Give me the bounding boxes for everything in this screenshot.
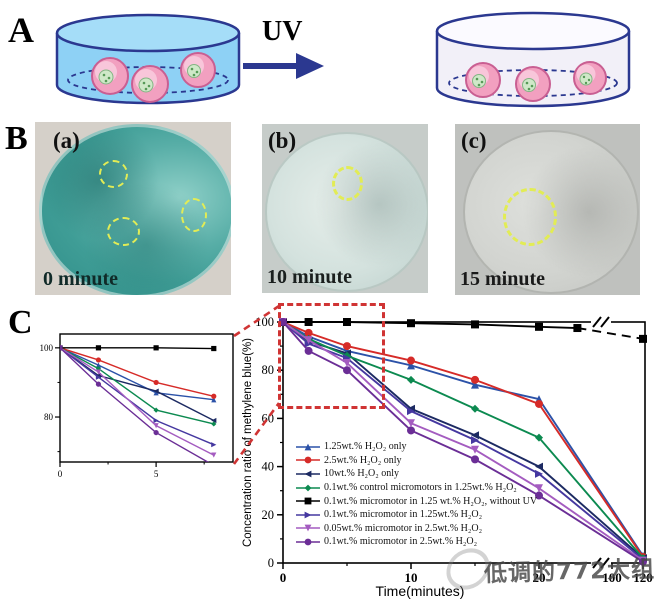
svg-text:20: 20 [533,570,546,585]
micromotor-sphere [465,62,501,98]
panel-a-schematic: A U [8,10,631,108]
highlight-circle [99,160,128,188]
svg-text:100: 100 [602,570,622,585]
svg-text:40: 40 [262,460,275,474]
legend-label: 2.5wt.% H₂O₂ only [324,454,402,466]
svg-text:5: 5 [154,469,159,479]
micromotor-sphere [180,52,216,88]
legend-item: 0.1wt.% micromotor in 1.25 wt.% H₂O₂, wi… [295,494,537,508]
highlight-circle [503,188,557,246]
photo-tag: (a) [53,128,80,153]
inset-chart: 80 100 0 5 [40,333,234,479]
uv-arrow-icon [243,53,324,79]
legend-item: 0.1wt.% control micromotors in 1.25wt.% … [295,481,537,495]
highlight-circle [332,166,363,201]
panel-c-label: C [8,304,33,341]
legend-label: 0.05wt.% micromotor in 2.5wt.% H₂O₂ [324,522,483,534]
dish-before-uv [55,13,241,105]
dish-after-uv [435,11,631,108]
svg-text:0: 0 [268,556,274,570]
legend-item: 1.25wt.% H₂O₂ only [295,440,537,454]
svg-text:120: 120 [633,570,653,585]
highlight-circle [181,198,207,232]
dish-photo [265,132,428,292]
highlight-circle [107,217,140,246]
micromotor-sphere [573,61,607,95]
photo-tag: (b) [268,128,297,153]
photo-10min: (b) 10 minute [262,124,428,293]
svg-text:100: 100 [255,315,274,329]
legend-label: 0.1wt.% control micromotors in 1.25wt.% … [324,482,517,494]
svg-text:20: 20 [262,508,275,522]
micromotor-sphere [91,57,129,95]
photo-time: 10 minute [267,266,352,288]
legend-label: 10wt.% H₂O₂ only [324,468,400,480]
legend-item: 2.5wt.% H₂O₂ only [295,454,537,468]
dish-bottom-dashed-ellipse [448,69,618,97]
legend-item: 0.05wt.% micromotor in 2.5wt.% H₂O₂ [295,522,537,536]
svg-text:80: 80 [262,363,275,377]
panel-b-label: B [5,120,28,157]
legend-item: 0.1wt.% micromotor in 1.25wt.% H₂O₂ [295,508,537,522]
main-chart: 0 20 40 60 80 100 0 10 20 100 120 Time(minutes) Conc… [242,315,653,599]
uv-label: UV [262,16,302,47]
x-axis-label: Time(minutes) [376,583,465,599]
panel-a-label: A [8,10,34,50]
svg-text:10: 10 [405,570,418,585]
photo-time: 15 minute [460,268,545,290]
photo-tag: (c) [461,128,487,153]
chart-legend: 1.25wt.% H₂O₂ only 2.5wt.% H₂O₂ only 10wt.… [295,440,537,549]
svg-text:80: 80 [44,412,54,422]
svg-text:0: 0 [58,469,63,479]
svg-text:100: 100 [40,343,54,353]
y-axis-label: Concentration ratio of methylene blue(%) [242,338,254,547]
photo-time: 0 minute [43,268,118,290]
svg-text:0: 0 [280,570,287,585]
photo-0min: (a) 0 minute [35,122,231,295]
photo-15min: (c) 15 minute [455,124,640,295]
legend-label: 1.25wt.% H₂O₂ only [324,441,407,453]
legend-label: 0.1wt.% micromotor in 1.25 wt.% H₂O₂, wi… [324,495,538,507]
legend-label: 0.1wt.% micromotor in 2.5wt.% H₂O₂ [324,536,478,548]
legend-item: 10wt.% H₂O₂ only [295,467,537,481]
legend-item: 0.1wt.% micromotor in 2.5wt.% H₂O₂ [295,535,537,549]
legend-label: 0.1wt.% micromotor in 1.25wt.% H₂O₂ [324,509,483,521]
micromotor-sphere [515,66,551,102]
micromotor-sphere [131,65,169,103]
svg-text:60: 60 [262,411,275,425]
